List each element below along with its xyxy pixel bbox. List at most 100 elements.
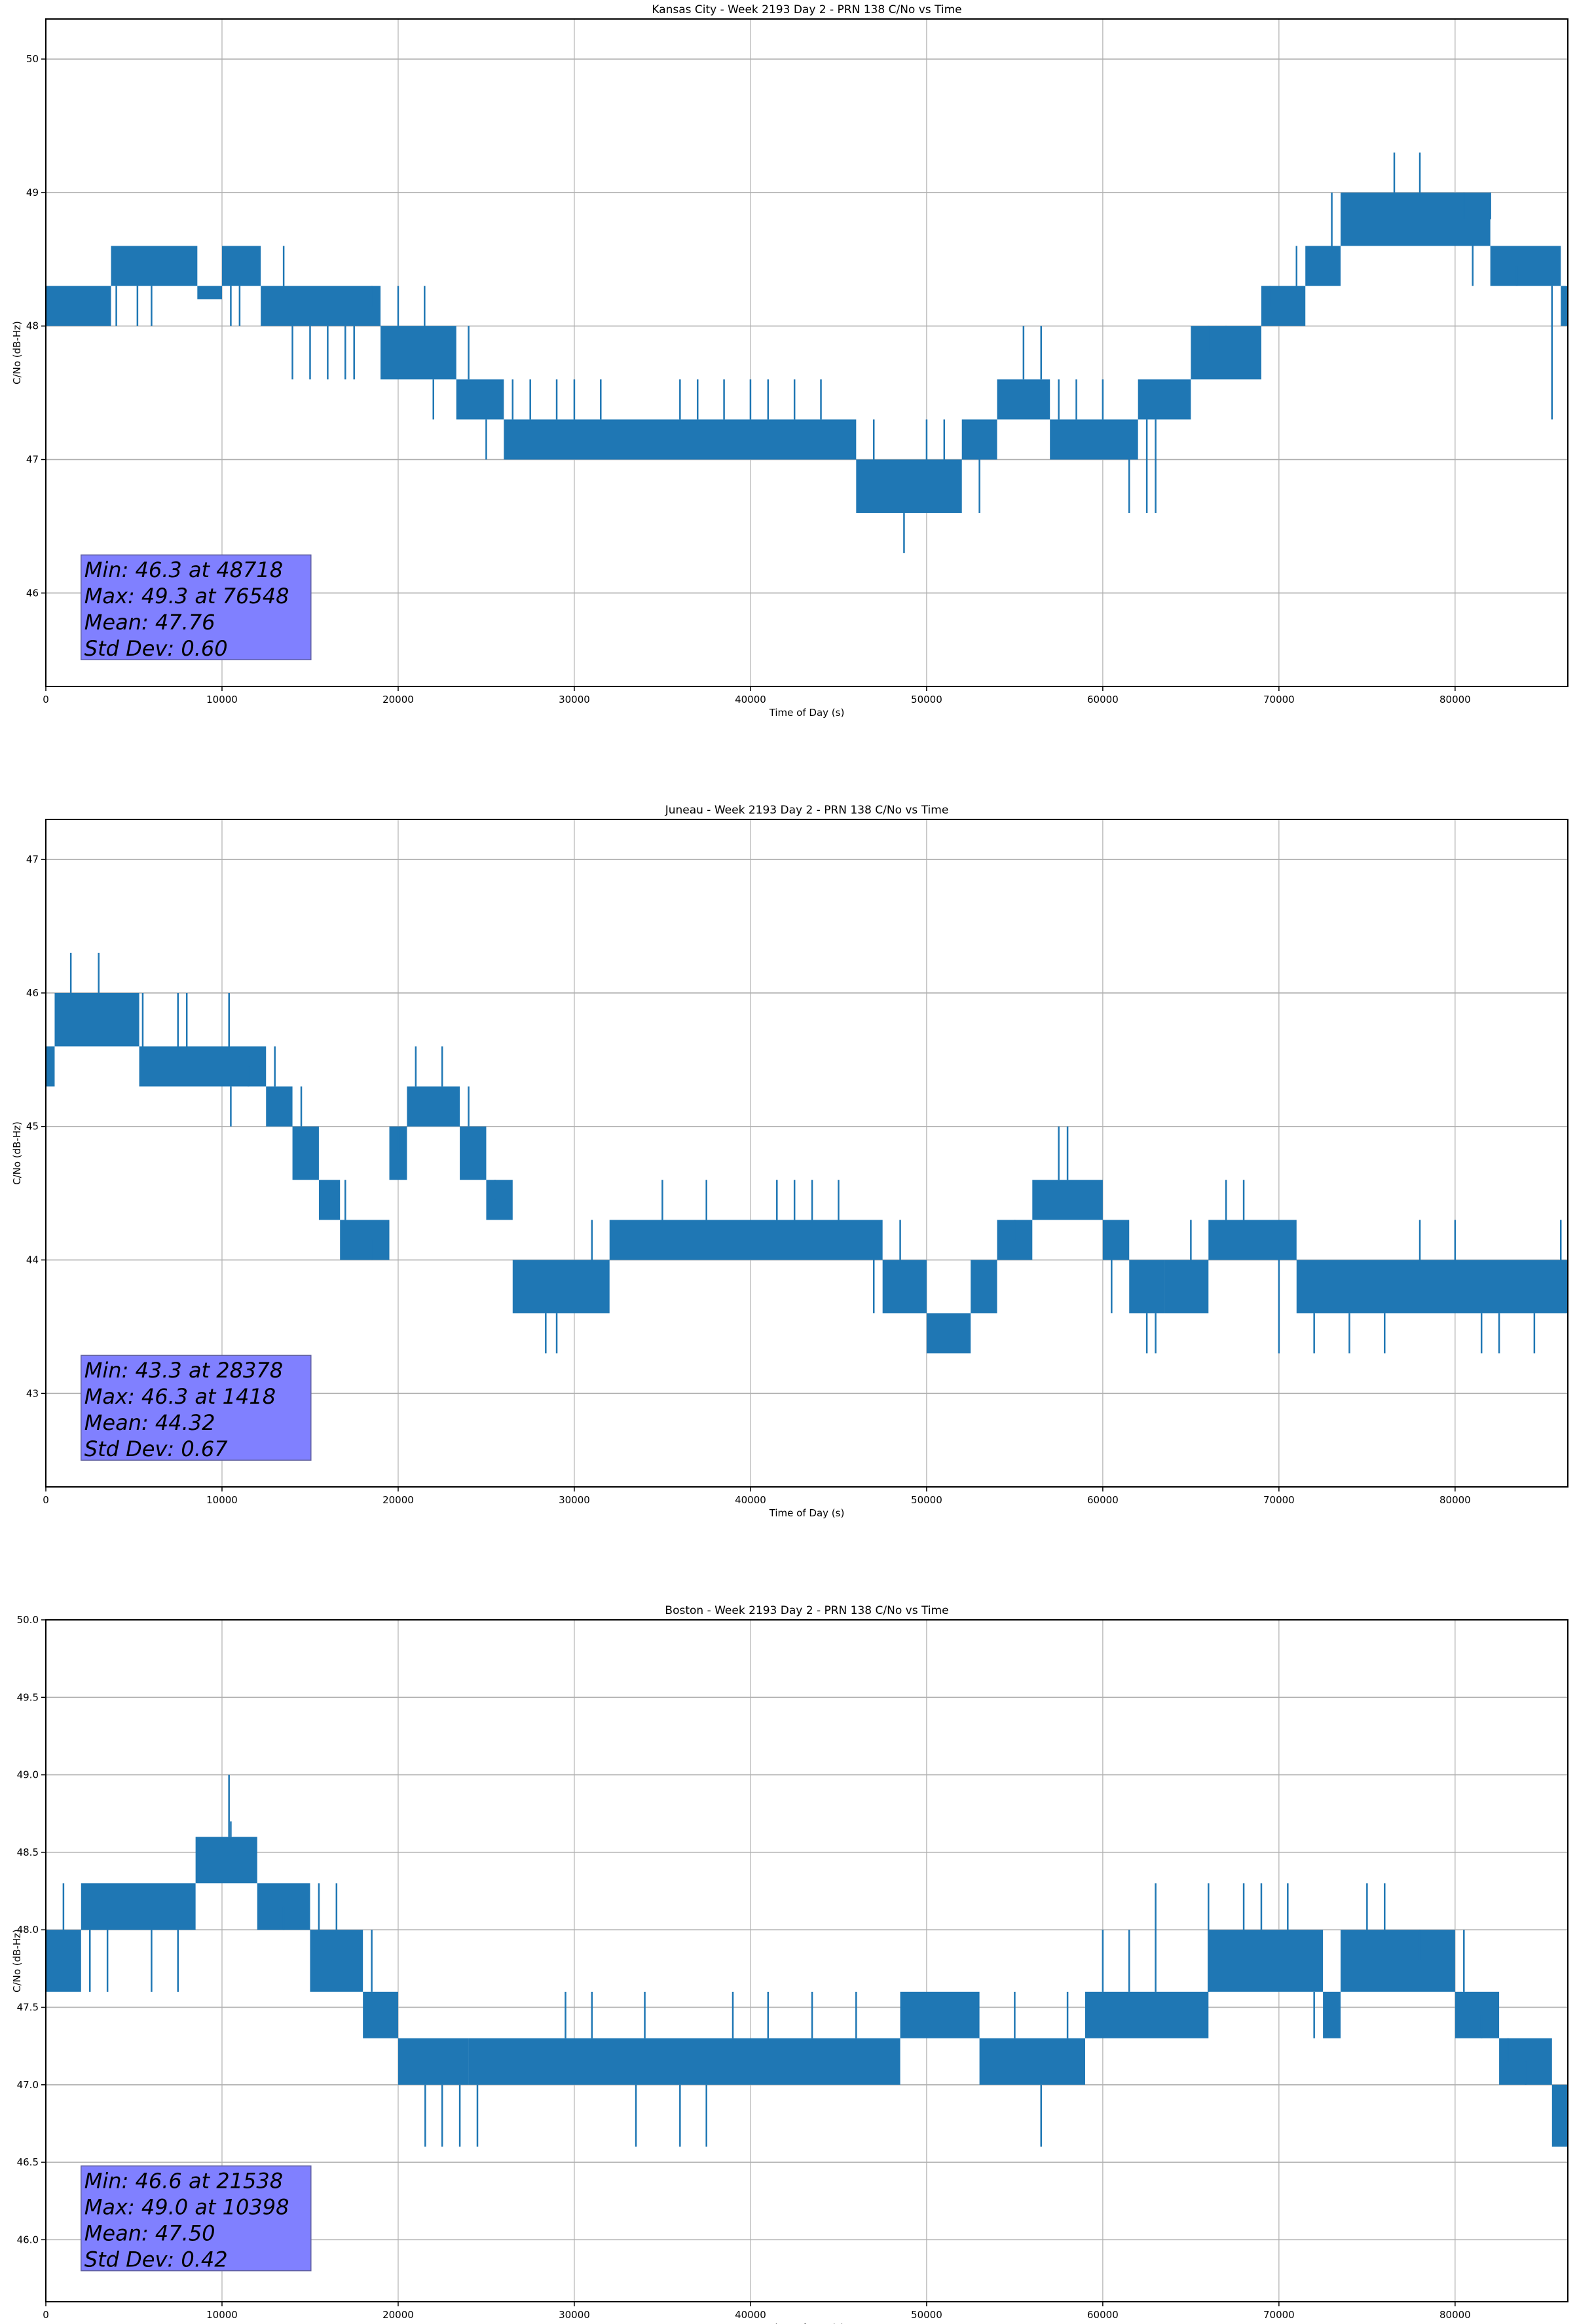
x-tick-label: 50000	[911, 694, 942, 705]
x-tick-label: 70000	[1263, 2309, 1295, 2321]
cno-band	[1341, 1930, 1455, 1992]
cno-band	[512, 1260, 610, 1314]
x-tick-label: 0	[43, 1494, 49, 1506]
x-axis-label: Time of Day (s)	[769, 2322, 845, 2324]
y-tick-label: 50.0	[17, 1614, 39, 1626]
cno-band	[460, 1126, 487, 1180]
y-tick-label: 47.5	[17, 2001, 39, 2013]
y-tick-label: 48	[26, 320, 39, 332]
x-tick-label: 20000	[382, 1494, 414, 1506]
cno-band	[1341, 192, 1491, 246]
cno-band	[363, 1991, 398, 2038]
cno-band	[856, 459, 962, 514]
x-tick-label: 80000	[1439, 694, 1471, 705]
cno-band	[111, 246, 198, 286]
x-tick-label: 70000	[1263, 1494, 1295, 1506]
cno-band	[504, 419, 857, 460]
cno-band	[81, 1883, 196, 1930]
x-axis-label: Time of Day (s)	[769, 1507, 845, 1519]
cno-band	[1296, 1260, 1568, 1314]
cno-band	[1490, 246, 1561, 286]
stats-line: Min: 43.3 at 28378	[84, 1358, 283, 1383]
x-tick-label: 60000	[1087, 694, 1119, 705]
cno-band	[997, 379, 1050, 420]
x-tick-label: 0	[43, 694, 49, 705]
cno-band	[486, 1180, 513, 1220]
y-tick-label: 49.0	[17, 1769, 39, 1781]
y-tick-label: 46	[26, 987, 39, 999]
y-tick-label: 47	[26, 853, 39, 865]
x-tick-label: 20000	[382, 694, 414, 705]
cno-band	[1208, 1930, 1324, 1992]
x-tick-label: 60000	[1087, 2309, 1119, 2321]
stats-line: Max: 49.3 at 76548	[84, 584, 289, 609]
x-tick-label: 40000	[735, 2309, 766, 2321]
cno-band	[197, 286, 222, 299]
subplot-3: 0 10000 20000 30000 40000 50000 60000 70000 8000…	[11, 1604, 1568, 2324]
cno-band	[961, 419, 997, 460]
x-tick-label: 80000	[1439, 2309, 1471, 2321]
cno-band	[1208, 1220, 1297, 1260]
x-tick-label: 30000	[559, 2309, 590, 2321]
subplot-1: 0 10000 20000 30000 40000 50000 60000 70000 8000…	[11, 3, 1568, 719]
cno-band	[926, 1313, 971, 1354]
y-tick-label: 50	[26, 53, 39, 65]
chart-title: Kansas City - Week 2193 Day 2 - PRN 138 …	[652, 3, 961, 16]
cno-band	[46, 1930, 81, 1992]
chart-title: Juneau - Week 2193 Day 2 - PRN 138 C/No …	[665, 804, 949, 817]
stats-line: Min: 46.6 at 21538	[84, 2169, 283, 2194]
cno-band	[266, 1086, 293, 1127]
cno-band	[54, 992, 139, 1047]
x-tick-label: 70000	[1263, 694, 1295, 705]
cno-band	[979, 2038, 1085, 2085]
cno-band	[1129, 1260, 1165, 1314]
y-axis-label: C/No (dB-Hz)	[11, 1929, 23, 1993]
cno-band	[221, 246, 261, 286]
cno-band	[310, 1930, 363, 1992]
cno-band	[1305, 246, 1341, 286]
y-tick-label: 49.5	[17, 1691, 39, 1703]
y-tick-label: 47	[26, 454, 39, 466]
stats-line: Mean: 44.32	[84, 1410, 215, 1435]
x-tick-label: 20000	[382, 2309, 414, 2321]
cno-band	[1455, 1991, 1500, 2038]
cno-band	[1102, 1220, 1130, 1260]
x-tick-label: 0	[43, 2309, 49, 2321]
stats-box-background	[81, 2165, 312, 2272]
y-tick-label: 46.5	[17, 2156, 39, 2168]
cno-band	[1164, 1260, 1209, 1314]
axes-frame	[45, 18, 1568, 687]
cno-band	[971, 1260, 997, 1314]
y-tick-label: 48.0	[17, 1924, 39, 1936]
axes-frame	[45, 819, 1568, 1488]
cno-band	[1085, 1991, 1209, 2038]
cno-band	[1138, 379, 1191, 420]
cno-band	[398, 2038, 469, 2085]
stats-line: Std Dev: 0.42	[84, 2247, 228, 2272]
cno-band	[340, 1220, 390, 1260]
cno-band	[1261, 286, 1306, 326]
stats-line: Std Dev: 0.67	[84, 1436, 228, 1461]
stats-box-background	[81, 554, 312, 660]
stats-line: Max: 49.0 at 10398	[84, 2195, 289, 2220]
x-tick-label: 80000	[1439, 1494, 1471, 1506]
x-axis-label: Time of Day (s)	[769, 707, 845, 719]
cno-band	[195, 1837, 257, 1884]
y-tick-label: 49	[26, 187, 39, 198]
cno-band	[1323, 1991, 1341, 2038]
cno-band	[46, 286, 111, 326]
y-axis-label: C/No (dB-Hz)	[11, 321, 23, 384]
x-tick-label: 40000	[735, 694, 766, 705]
x-tick-label: 50000	[911, 1494, 942, 1506]
chart-title: Boston - Week 2193 Day 2 - PRN 138 C/No …	[665, 1604, 948, 1617]
y-tick-label: 46	[26, 587, 39, 599]
stats-line: Mean: 47.50	[84, 2221, 215, 2246]
cno-band	[900, 1991, 980, 2038]
cno-band	[1551, 2084, 1568, 2147]
y-tick-label: 47.0	[17, 2079, 39, 2091]
cno-band	[1561, 286, 1568, 326]
y-tick-label: 44	[26, 1254, 39, 1266]
cno-band	[456, 379, 504, 420]
